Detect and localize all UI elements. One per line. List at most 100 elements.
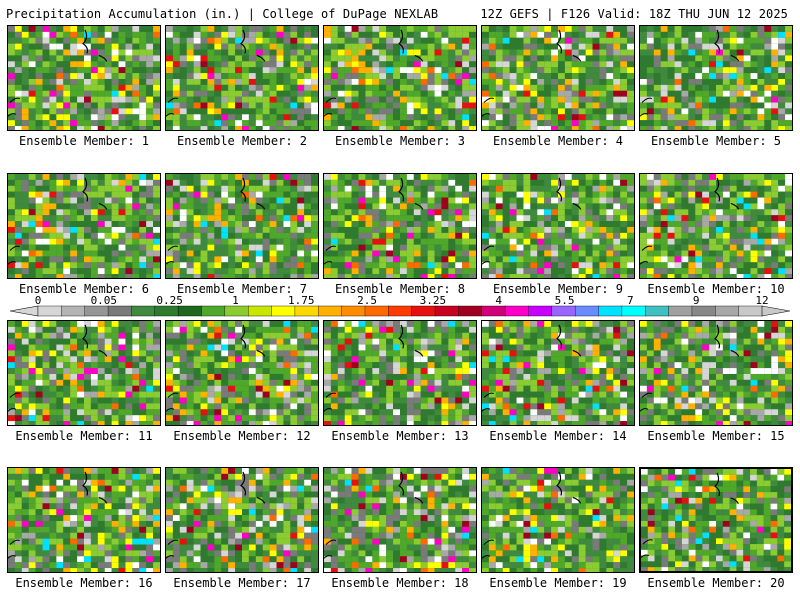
ensemble-member-label-6: Ensemble Member: 6 — [18, 282, 150, 296]
colorbar-bin-15 — [364, 305, 390, 317]
colorbar-bin-3 — [84, 305, 109, 317]
ensemble-member-panel-17[interactable] — [165, 467, 319, 573]
ensemble-member-panel-11[interactable] — [7, 320, 161, 426]
ensemble-member-label-3: Ensemble Member: 3 — [334, 134, 466, 148]
colorbar-bin-12 — [294, 305, 319, 317]
precip-map — [324, 174, 476, 278]
ensemble-member-panel-4[interactable] — [481, 25, 635, 131]
colorbar-bin-23 — [551, 305, 576, 317]
colorbar-bin-6 — [154, 305, 179, 317]
precip-map — [640, 321, 792, 425]
ensemble-member-panel-7[interactable] — [165, 173, 319, 279]
colorbar-bin-7 — [177, 305, 203, 317]
ensemble-member-label-18: Ensemble Member: 18 — [331, 576, 469, 590]
colorbar-bin-26 — [621, 305, 646, 317]
colorbar-tick-label: 9 — [692, 294, 700, 307]
colorbar-bin-31 — [738, 305, 763, 317]
precip-map — [166, 321, 318, 425]
ensemble-member-panel-9[interactable] — [481, 173, 635, 279]
ensemble-member-label-4: Ensemble Member: 4 — [492, 134, 624, 148]
colorbar-bin-27 — [645, 305, 670, 317]
precip-map — [324, 321, 476, 425]
precip-map — [482, 174, 634, 278]
ensemble-member-label-15: Ensemble Member: 15 — [647, 429, 785, 443]
colorbar-bin-25 — [598, 305, 623, 317]
colorbar-tick-label: 3.25 — [419, 294, 447, 307]
ensemble-member-panel-12[interactable] — [165, 320, 319, 426]
colorbar-bin-18 — [434, 305, 460, 317]
precip-map — [482, 468, 634, 572]
ensemble-member-panel-1[interactable] — [7, 25, 161, 131]
precip-map — [8, 468, 160, 572]
colorbar-tick-label: 7 — [627, 294, 634, 307]
chart-title: Precipitation Accumulation (in.) | Colle… — [6, 7, 439, 21]
model-run-info: 12Z GEFS | F126 Valid: 18Z THU JUN 12 20… — [480, 7, 788, 21]
ensemble-member-label-10: Ensemble Member: 10 — [647, 282, 785, 296]
colorbar-bin-14 — [341, 305, 366, 317]
ensemble-member-panel-15[interactable] — [639, 320, 793, 426]
precip-map — [8, 174, 160, 278]
ensemble-member-panel-10[interactable] — [639, 173, 793, 279]
ensemble-member-label-8: Ensemble Member: 8 — [334, 282, 466, 296]
colorbar-max-arrow — [761, 305, 791, 317]
precip-map — [324, 26, 476, 130]
precip-map — [166, 26, 318, 130]
ensemble-member-panel-18[interactable] — [323, 467, 477, 573]
colorbar-bin-21 — [504, 305, 530, 317]
colorbar-bin-9 — [224, 305, 249, 317]
colorbar-bin-2 — [61, 305, 86, 317]
precip-map — [640, 26, 792, 130]
colorbar-bin-29 — [691, 305, 716, 317]
ensemble-member-panel-14[interactable] — [481, 320, 635, 426]
colorbar-bin-5 — [131, 305, 156, 317]
ensemble-member-panel-3[interactable] — [323, 25, 477, 131]
ensemble-member-panel-8[interactable] — [323, 173, 477, 279]
precip-map — [482, 26, 634, 130]
ensemble-member-label-5: Ensemble Member: 5 — [650, 134, 782, 148]
colorbar-bin-30 — [715, 305, 740, 317]
ensemble-member-label-1: Ensemble Member: 1 — [18, 134, 150, 148]
precip-map — [640, 174, 792, 278]
colorbar-bin-10 — [247, 305, 273, 317]
ensemble-member-panel-5[interactable] — [639, 25, 793, 131]
ensemble-member-label-9: Ensemble Member: 9 — [492, 282, 624, 296]
ensemble-member-label-16: Ensemble Member: 16 — [15, 576, 153, 590]
ensemble-member-label-19: Ensemble Member: 19 — [489, 576, 627, 590]
colorbar-bin-19 — [458, 305, 483, 317]
colorbar-scale — [9, 305, 791, 317]
colorbar-bin-11 — [271, 305, 296, 317]
ensemble-member-panel-6[interactable] — [7, 173, 161, 279]
ensemble-member-panel-20[interactable] — [639, 467, 793, 573]
ensemble-member-label-13: Ensemble Member: 13 — [331, 429, 469, 443]
colorbar-bin-20 — [481, 305, 506, 317]
colorbar-tick-label: 0.25 — [156, 294, 183, 307]
colorbar-bin-24 — [574, 305, 600, 317]
colorbar-tick-label: 2.5 — [357, 294, 378, 307]
colorbar-tick-label: 0.05 — [90, 294, 118, 307]
ensemble-member-panel-13[interactable] — [323, 320, 477, 426]
ensemble-member-label-20: Ensemble Member: 20 — [647, 576, 785, 590]
colorbar-min-arrow — [9, 305, 39, 317]
colorbar-bin-4 — [107, 305, 133, 317]
ensemble-member-label-17: Ensemble Member: 17 — [173, 576, 311, 590]
ensemble-member-label-11: Ensemble Member: 11 — [15, 429, 153, 443]
colorbar-tick-label: 1 — [232, 294, 239, 307]
ensemble-member-panel-19[interactable] — [481, 467, 635, 573]
precip-map — [641, 469, 791, 571]
colorbar-bin-13 — [318, 305, 343, 317]
colorbar-bin-22 — [528, 305, 553, 317]
ensemble-member-panel-2[interactable] — [165, 25, 319, 131]
ensemble-member-label-12: Ensemble Member: 12 — [173, 429, 311, 443]
colorbar-bin-1 — [37, 305, 63, 317]
colorbar-bin-28 — [668, 305, 693, 317]
ensemble-member-label-14: Ensemble Member: 14 — [489, 429, 627, 443]
ensemble-member-label-2: Ensemble Member: 2 — [176, 134, 308, 148]
colorbar-bin-16 — [388, 305, 413, 317]
colorbar-tick-label: 0 — [34, 294, 42, 307]
colorbar-tick-label: 1.75 — [288, 294, 315, 307]
ensemble-member-panel-16[interactable] — [7, 467, 161, 573]
precip-map — [166, 174, 318, 278]
precip-map — [324, 468, 476, 572]
colorbar: 0 0.05 0.25 1 1.75 2.5 3.25 4 5.5 7 9 12 — [0, 295, 800, 319]
ensemble-member-label-7: Ensemble Member: 7 — [176, 282, 308, 296]
